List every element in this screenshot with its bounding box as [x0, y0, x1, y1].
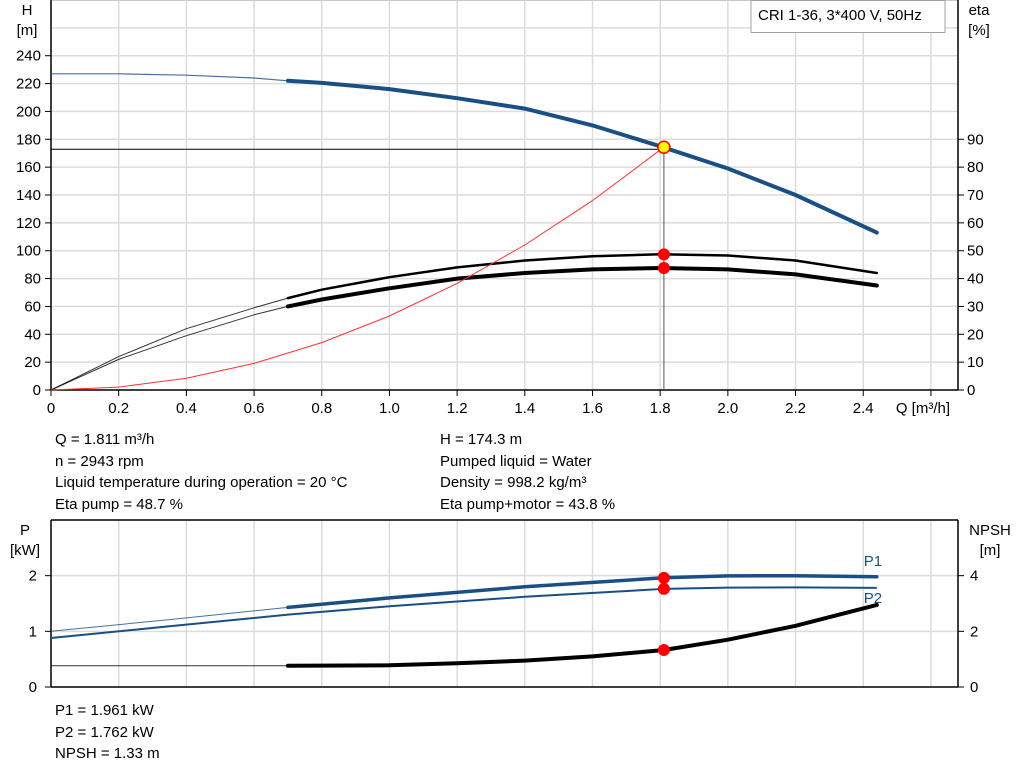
x-tick-label: 2.0 [717, 400, 738, 417]
info-npsh: NPSH = 1.33 m [55, 745, 160, 762]
eta-tick-label: 0 [967, 382, 975, 399]
duty-point-eta-pump [657, 248, 670, 261]
info-p2: P2 = 1.762 kW [55, 723, 154, 741]
y-tick-label: 200 [16, 103, 41, 120]
y-tick-label: 180 [16, 131, 41, 148]
eta-tick-label: 70 [967, 187, 984, 204]
eta-tick-label: 30 [967, 298, 984, 315]
npsh-tick-label: 0 [970, 679, 978, 696]
p1-curve [286, 573, 879, 610]
npsh-tick-label: 4 [970, 568, 978, 585]
y-tick-label: 240 [16, 48, 41, 65]
y-tick-label: 140 [16, 187, 41, 204]
power-tick-label: 2 [29, 568, 37, 585]
y-tick-label: 120 [16, 215, 41, 232]
head-curve-extrapolated [51, 73, 288, 82]
eta-tick-label: 10 [967, 354, 984, 371]
y-axis-label: H [22, 2, 33, 19]
head-curve [285, 78, 879, 235]
eta-pump-motor-curve [285, 265, 879, 309]
x-tick-label: 1.0 [379, 400, 400, 417]
info-liquid: Pumped liquid = Water [440, 452, 592, 470]
npsh-tick-label: 2 [970, 623, 978, 640]
y-tick-label: 20 [24, 354, 41, 371]
power-tick-label: 1 [29, 623, 37, 640]
eta-tick-label: 90 [967, 131, 984, 148]
eta-pump-curve-extrapolated [50, 297, 289, 391]
power-axis-label: P [20, 522, 30, 539]
x-tick-label: 0.2 [108, 400, 129, 417]
power-info: P1 = 1.961 kW P2 = 1.762 kW NPSH = 1.33 … [55, 700, 160, 765]
x-tick-label: 2.4 [853, 400, 874, 417]
duty-point-p2 [657, 582, 670, 595]
y-tick-label: 80 [24, 271, 41, 288]
info-flow: Q = 1.811 m³/h [55, 431, 155, 448]
duty-point-npsh [657, 643, 670, 656]
system-curve [50, 146, 665, 391]
y-axis-unit: [m] [17, 22, 38, 39]
eta-tick-label: 60 [967, 215, 984, 232]
x-tick-label: 1.8 [650, 400, 671, 417]
eta-pump-motor-curve-extrapolated [50, 305, 289, 391]
eta-tick-label: 80 [967, 159, 984, 176]
model-title: CRI 1-36, 3*400 V, 50Hz [758, 7, 922, 24]
npsh-axis-unit: [m] [980, 542, 1001, 559]
x-axis-label: Q [m³/h] [896, 400, 950, 417]
npsh-axis-label: NPSH [969, 522, 1011, 539]
info-head: H = 174.3 m [440, 431, 523, 448]
info-p1: P1 = 1.961 kW [55, 702, 154, 719]
model-legend-box [750, 0, 946, 33]
y-tick-label: 100 [16, 243, 41, 260]
info-eta-pump-motor: Eta pump+motor = 43.8 % [440, 495, 616, 513]
x-tick-label: 1.4 [514, 400, 535, 417]
eta-axis-label: eta [969, 2, 991, 19]
p2-curve [50, 586, 877, 639]
x-tick-label: 2.2 [785, 400, 806, 417]
y-tick-label: 40 [24, 326, 41, 343]
eta-axis-unit: [%] [968, 22, 990, 39]
duty-point-eta-pump-motor [657, 261, 670, 274]
eta-pump-curve [286, 253, 879, 300]
eta-tick-label: 40 [967, 271, 984, 288]
x-tick-label: 1.2 [447, 400, 468, 417]
duty-point-head [657, 140, 671, 154]
info-density: Density = 998.2 kg/m³ [440, 474, 587, 491]
eta-tick-label: 20 [967, 326, 984, 343]
eta-tick-label: 50 [967, 243, 984, 260]
power-tick-label: 0 [29, 679, 37, 696]
x-tick-label: 0.6 [244, 400, 265, 417]
x-tick-label: 0 [47, 400, 55, 417]
duty-point-p1 [657, 571, 670, 584]
power-axis-unit: [kW] [10, 542, 40, 559]
p1-curve-extrapolated [50, 606, 288, 632]
x-tick-label: 1.6 [582, 400, 603, 417]
y-tick-label: 60 [24, 298, 41, 315]
x-tick-label: 0.4 [176, 400, 197, 417]
info-speed: n = 2943 rpm [55, 452, 144, 470]
duty-info-right: H = 174.3 m Pumped liquid = Water Densit… [440, 429, 615, 515]
y-tick-label: 160 [16, 159, 41, 176]
duty-info-left: Q = 1.811 m³/h n = 2943 rpm Liquid tempe… [55, 429, 347, 515]
npsh-curve [285, 602, 879, 668]
x-tick-label: 0.8 [311, 400, 332, 417]
y-tick-label: 220 [16, 76, 41, 93]
info-eta-pump: Eta pump = 48.7 % [55, 495, 183, 513]
series-label-p1: P1 [864, 553, 882, 570]
series-label-p2: P2 [864, 590, 882, 607]
y-tick-label: 0 [33, 382, 41, 399]
info-temperature: Liquid temperature during operation = 20… [55, 474, 348, 491]
